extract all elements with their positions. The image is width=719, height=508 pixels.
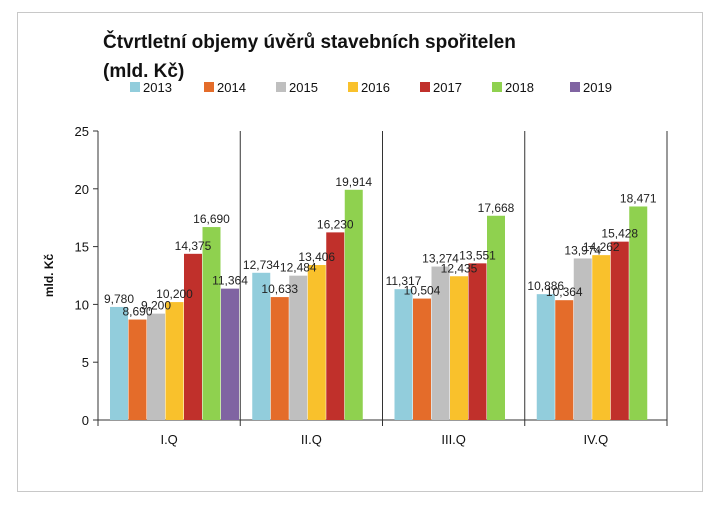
data-label-2017-I.Q: 14,375 (175, 239, 212, 253)
data-label-2013-IV.Q: 10,886 (527, 279, 564, 293)
data-label-2018-II.Q: 19,914 (335, 175, 372, 189)
bar-2018-II.Q (344, 189, 363, 420)
legend-swatch-2018 (492, 82, 502, 92)
data-label-2015-IV.Q: 13,974 (564, 243, 601, 257)
bar-2015-III.Q (431, 266, 450, 420)
bar-2017-IV.Q (610, 241, 629, 420)
legend-swatch-2017 (420, 82, 430, 92)
bar-2018-IV.Q (629, 206, 648, 420)
legend: 2013 2014 2015 2016 2017 2018 2019 (130, 80, 612, 95)
data-label-2019-I.Q: 11,364 (212, 274, 248, 288)
legend-swatch-2014 (204, 82, 214, 92)
legend-label-2014: 2014 (217, 80, 246, 95)
bar-2015-I.Q (147, 313, 165, 420)
bar-2017-II.Q (326, 232, 345, 420)
data-label-2014-IV.Q: 10,364 (546, 285, 583, 299)
bar-2013-III.Q (394, 289, 413, 420)
bar-2015-II.Q (289, 275, 308, 420)
bar-2014-II.Q (270, 297, 289, 420)
data-label-2013-II.Q: 12,734 (243, 258, 280, 272)
legend-label-2019: 2019 (583, 80, 612, 95)
data-label-2013-III.Q: 11,317 (386, 274, 422, 288)
bar-2013-IV.Q (536, 294, 555, 420)
bar-2016-II.Q (307, 265, 326, 420)
y-tick-label: 20 (75, 182, 89, 197)
y-tick-label: 5 (82, 355, 89, 370)
y-tick-label: 10 (75, 297, 89, 312)
x-tick-label: IV.Q (583, 432, 608, 447)
bar-2013-II.Q (252, 272, 271, 420)
x-tick-label: I.Q (160, 432, 177, 447)
chart-title-line-1: Čtvrtletní objemy úvěrů stavebních spoři… (103, 32, 516, 53)
legend-swatch-2019 (570, 82, 580, 92)
data-label-2017-II.Q: 16,230 (317, 217, 354, 231)
bar-2017-I.Q (184, 253, 202, 420)
bar-2014-III.Q (413, 298, 431, 420)
bar-2013-I.Q (110, 306, 128, 420)
bar-2015-IV.Q (573, 258, 592, 420)
data-label-2014-II.Q: 10,633 (261, 282, 298, 296)
bar-2016-I.Q (165, 302, 184, 420)
bar-2016-IV.Q (592, 255, 611, 420)
data-label-2018-III.Q: 17,668 (478, 201, 515, 215)
bar-2016-III.Q (450, 276, 468, 420)
y-tick-label: 0 (82, 413, 89, 428)
data-label-2015-III.Q: 13,274 (422, 252, 459, 266)
data-label-2014-III.Q: 10,504 (404, 284, 441, 298)
legend-swatch-2013 (130, 82, 140, 92)
bar-2014-IV.Q (555, 300, 574, 420)
data-label-2015-I.Q: 9,200 (141, 299, 171, 313)
data-label-2013-I.Q: 9,780 (104, 292, 134, 306)
legend-label-2015: 2015 (289, 80, 318, 95)
legend-swatch-2016 (348, 82, 358, 92)
legend-label-2013: 2013 (143, 80, 172, 95)
data-label-2016-II.Q: 13,406 (298, 250, 335, 264)
y-tick-label: 25 (75, 124, 89, 139)
bar-2019-I.Q (221, 288, 239, 420)
bar-2018-I.Q (202, 227, 221, 420)
data-label-2014-I.Q: 8,690 (122, 305, 152, 319)
bar-2014-I.Q (128, 319, 147, 420)
legend-label-2016: 2016 (361, 80, 390, 95)
x-tick-label: III.Q (441, 432, 466, 447)
bar-2018-III.Q (487, 215, 505, 420)
chart-title: Čtvrtletní objemy úvěrů stavebních spoři… (103, 28, 516, 86)
data-label-2016-III.Q: 12,435 (441, 261, 478, 275)
data-label-2017-III.Q: 13,551 (459, 248, 496, 262)
legend-label-2017: 2017 (433, 80, 462, 95)
y-axis-title: mld. Kč (42, 254, 56, 298)
chart-title-line-2: (mld. Kč) (103, 61, 185, 82)
data-label-2017-IV.Q: 15,428 (601, 227, 638, 241)
bar-2017-III.Q (468, 263, 487, 420)
data-label-2016-I.Q: 10,200 (156, 287, 193, 301)
data-label-2018-IV.Q: 18,471 (620, 191, 657, 205)
legend-swatch-2015 (276, 82, 286, 92)
y-tick-label: 15 (75, 240, 89, 255)
data-label-2016-IV.Q: 14,262 (583, 240, 620, 254)
legend-label-2018: 2018 (505, 80, 534, 95)
data-label-2018-I.Q: 16,690 (193, 212, 230, 226)
x-tick-label: II.Q (301, 432, 322, 447)
data-label-2015-II.Q: 12,484 (280, 261, 317, 275)
